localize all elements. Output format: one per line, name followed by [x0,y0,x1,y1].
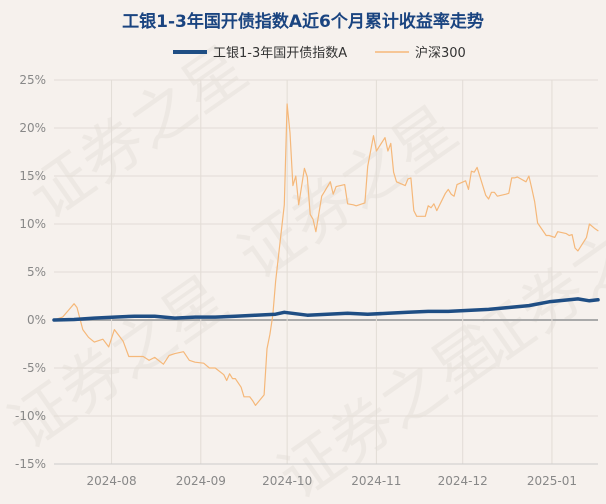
x-tick-label: 2024-11 [351,474,401,488]
x-tick-label: 2024-12 [438,474,488,488]
chart-title: 工银1-3年国开债指数A近6个月累计收益率走势 [122,11,484,32]
y-tick-label: -15% [15,457,46,471]
series-line-fund [52,297,600,322]
series-line-index [53,103,599,406]
x-tick-label: 2024-10 [262,474,312,488]
x-tick-label: 2024-08 [86,474,136,488]
y-axis: 25% 20% 15% 10% 5% 0% -5% -10% -15% [15,73,46,471]
y-tick-label: -5% [23,361,46,375]
y-tick-label: 5% [27,265,46,279]
y-tick-label: 10% [19,217,46,231]
y-tick-label: 25% [19,73,46,87]
legend-label-index: 沪深300 [415,45,466,61]
y-tick-label: 0% [27,313,46,327]
y-tick-label: 20% [19,121,46,135]
x-tick-label: 2025-01 [527,474,577,488]
y-tick-label: 15% [19,169,46,183]
legend-label-fund: 工银1-3年国开债指数A [213,46,347,61]
x-axis: 2024-08 2024-09 2024-10 2024-11 2024-12 2025-… [54,463,598,488]
legend: 工银1-3年国开债指数A 沪深300 [173,45,466,61]
series-layer [52,103,600,406]
x-tick-label: 2024-09 [176,474,226,488]
y-tick-label: -10% [15,409,46,423]
